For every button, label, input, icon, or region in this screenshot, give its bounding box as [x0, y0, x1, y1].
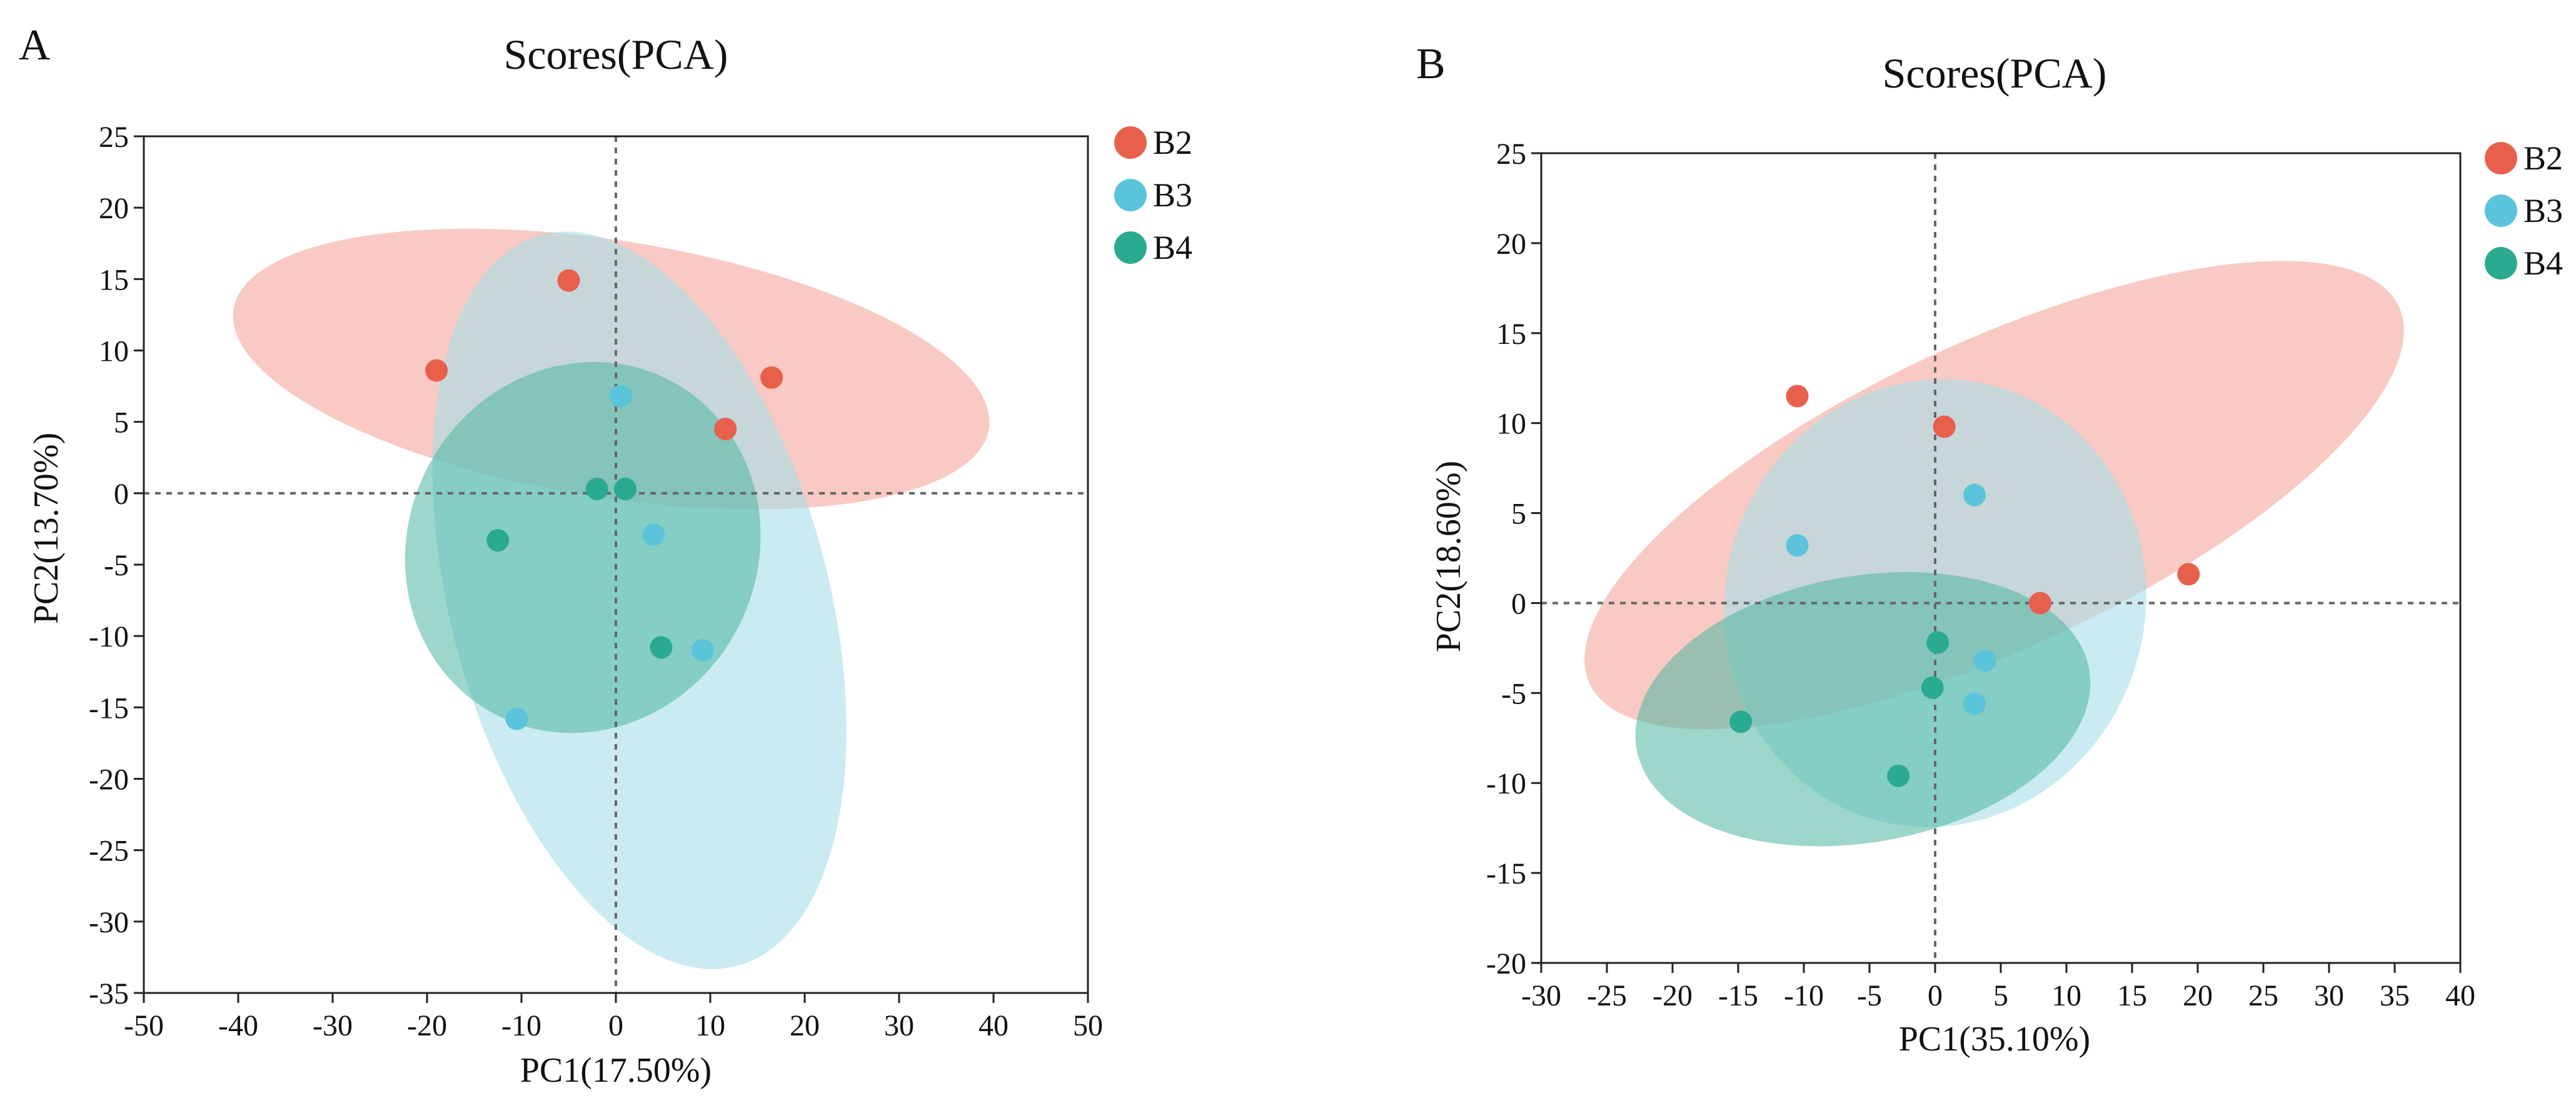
data-point-b3: [505, 707, 528, 730]
y-tick-label: 20: [99, 192, 129, 225]
y-tick-label: -20: [1486, 947, 1526, 980]
legend-label-b3: B3: [2523, 192, 2563, 229]
x-tick-label: 40: [2445, 979, 2475, 1012]
y-tick-label: -25: [89, 835, 129, 868]
x-tick-label: -30: [313, 1009, 353, 1042]
data-point-b4: [650, 636, 673, 659]
data-point-b3: [1786, 534, 1809, 557]
legend-label-b4: B4: [1153, 229, 1192, 266]
confidence-ellipse-b4: [1635, 572, 2091, 847]
x-tick-label: 35: [2380, 979, 2410, 1012]
y-tick-label: 25: [1496, 138, 1526, 171]
data-point-b2: [760, 366, 783, 389]
panel-label-b: B: [1416, 40, 1446, 88]
x-tick-label: 25: [2248, 979, 2278, 1012]
y-axis-label-b: PC2(18.60%): [1429, 461, 1468, 652]
x-tick-label: 15: [2117, 979, 2147, 1012]
data-point-b2: [714, 418, 737, 441]
legend-label-b3: B3: [1153, 176, 1192, 214]
y-tick-label: 0: [1511, 587, 1526, 620]
x-tick-label: 10: [2051, 979, 2081, 1012]
chart-title-b: Scores(PCA): [1883, 49, 2107, 97]
y-tick-label: -20: [89, 763, 129, 797]
x-tick-label: 40: [979, 1009, 1009, 1042]
y-tick-label: 10: [1496, 408, 1526, 441]
legend-marker-b2: [2485, 142, 2517, 174]
y-axis-label-a: PC2(13.70%): [27, 433, 66, 624]
y-tick-label: 5: [1511, 498, 1526, 531]
data-point-b3: [1973, 649, 1996, 672]
x-tick-label: -20: [1653, 979, 1693, 1012]
legend-label-b2: B2: [2523, 139, 2563, 177]
y-tick-label: -35: [89, 977, 129, 1010]
panel-a: A Scores(PCA) PC1(17.50%) PC2(13.70%) -5…: [19, 21, 1192, 1090]
data-point-b4: [1887, 764, 1910, 787]
legend-label-b4: B4: [2523, 244, 2563, 282]
legend-marker-b3: [2485, 194, 2517, 227]
x-tick-label: -15: [1718, 979, 1758, 1012]
data-point-b2: [2029, 592, 2051, 615]
data-point-b3: [1963, 692, 1986, 715]
y-tick-label: 20: [1496, 228, 1526, 261]
y-tick-label: -15: [1486, 857, 1526, 890]
x-tick-label: 30: [2314, 979, 2344, 1012]
x-tick-label: 10: [695, 1009, 725, 1042]
x-tick-label: -50: [124, 1009, 164, 1042]
y-tick-label: 25: [99, 121, 129, 154]
y-tick-label: 15: [99, 263, 129, 296]
data-point-b3: [609, 385, 632, 408]
x-tick-label: -20: [407, 1009, 447, 1042]
y-tick-label: 15: [1496, 318, 1526, 351]
data-point-b4: [614, 477, 637, 500]
y-tick-label: 0: [114, 478, 129, 511]
x-tick-label: -25: [1587, 979, 1627, 1012]
y-tick-label: -10: [89, 620, 129, 653]
y-tick-label: -10: [1486, 767, 1526, 800]
legend-marker-b4: [1114, 231, 1147, 264]
data-point-b3: [1963, 483, 1986, 506]
data-point-b2: [425, 359, 448, 382]
legend-label-b2: B2: [1153, 124, 1192, 161]
data-point-b4: [585, 477, 608, 500]
y-tick-label: 5: [114, 406, 129, 440]
y-tick-label: -30: [89, 906, 129, 939]
data-point-b3: [691, 639, 714, 662]
data-point-b4: [1729, 710, 1753, 733]
legend-marker-b3: [1114, 179, 1147, 211]
x-axis-label-b: PC1(35.10%): [1899, 1020, 2090, 1059]
data-point-b4: [1921, 676, 1944, 699]
x-tick-label: -5: [1857, 979, 1882, 1012]
data-point-b2: [1933, 415, 1956, 438]
x-tick-label: 50: [1073, 1009, 1103, 1042]
x-tick-label: 0: [608, 1009, 623, 1042]
data-point-b4: [1926, 631, 1950, 654]
legend-marker-b2: [1114, 126, 1147, 159]
data-point-b4: [486, 529, 510, 552]
data-point-b2: [1786, 385, 1809, 408]
x-tick-label: -10: [1784, 979, 1824, 1012]
y-tick-label: -5: [104, 549, 129, 582]
panel-b: B Scores(PCA) PC1(35.10%) PC2(18.60%) -3…: [1416, 40, 2563, 1059]
confidence-ellipse-b4: [405, 361, 761, 733]
x-tick-label: -10: [501, 1009, 541, 1042]
data-point-b3: [642, 523, 665, 546]
data-point-b2: [2177, 563, 2200, 586]
data-point-b2: [557, 269, 580, 292]
x-tick-label: -40: [218, 1009, 258, 1042]
chart-title-a: Scores(PCA): [504, 31, 728, 78]
x-tick-label: 20: [2183, 979, 2213, 1012]
y-tick-label: -15: [89, 692, 129, 725]
y-tick-label: -5: [1501, 677, 1526, 710]
x-tick-label: 5: [1993, 979, 2008, 1012]
panel-label-a: A: [19, 21, 51, 69]
x-tick-label: 20: [790, 1009, 820, 1042]
legend-marker-b4: [2485, 247, 2517, 280]
x-axis-label-a: PC1(17.50%): [520, 1051, 712, 1090]
x-tick-label: 0: [1928, 979, 1943, 1012]
y-tick-label: 10: [99, 335, 129, 368]
x-tick-label: 30: [884, 1009, 914, 1042]
x-tick-label: -30: [1521, 979, 1561, 1012]
